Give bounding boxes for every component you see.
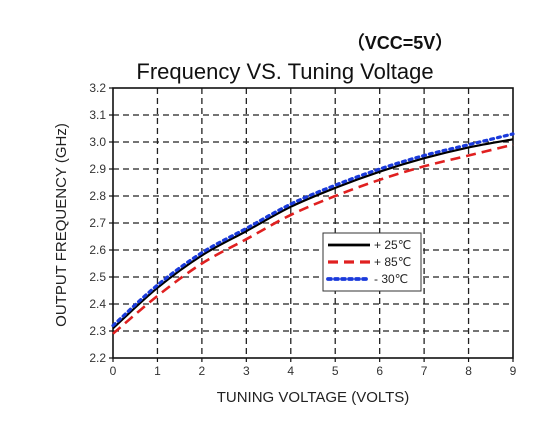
x-tick-label: 9 xyxy=(510,364,517,378)
x-axis-ticks: 0 1 2 3 4 5 6 7 8 9 xyxy=(110,358,517,378)
y-tick-label: 2.2 xyxy=(89,351,106,365)
y-axis-label: OUTPUT FREQUENCY (GHz) xyxy=(53,123,70,327)
y-tick-label: 2.4 xyxy=(89,297,106,311)
x-tick-label: 3 xyxy=(243,364,250,378)
chart-subtitle: （VCC=5V） xyxy=(347,33,454,53)
y-tick-label: 3.1 xyxy=(89,108,106,122)
series-line-plus-25c xyxy=(112,138,514,330)
legend-box xyxy=(322,232,422,292)
x-tick-label: 1 xyxy=(154,364,161,378)
legend-label: + 25℃ xyxy=(374,238,411,252)
y-tick-label: 2.7 xyxy=(89,216,106,230)
x-tick-label: 6 xyxy=(376,364,383,378)
y-tick-label: 2.8 xyxy=(89,189,106,203)
legend-label: + 85℃ xyxy=(374,255,411,269)
y-tick-label: 2.6 xyxy=(89,243,106,257)
x-tick-label: 2 xyxy=(199,364,206,378)
x-tick-label: 8 xyxy=(465,364,472,378)
x-tick-label: 7 xyxy=(421,364,428,378)
legend-label: - 30℃ xyxy=(374,272,408,286)
x-tick-label: 5 xyxy=(332,364,339,378)
x-tick-label: 0 xyxy=(110,364,117,378)
chart-legend: + 25℃ + 85℃ - 30℃ xyxy=(322,232,422,292)
series-line-plus-85c xyxy=(112,143,514,335)
chart-title: Frequency VS. Tuning Voltage xyxy=(136,59,433,84)
y-tick-label: 3.0 xyxy=(89,135,106,149)
y-tick-label: 3.2 xyxy=(89,81,106,95)
x-axis-label: TUNING VOLTAGE (VOLTS) xyxy=(217,389,410,406)
y-tick-label: 2.3 xyxy=(89,324,106,338)
y-tick-label: 2.9 xyxy=(89,162,106,176)
series-line-minus-30c xyxy=(111,132,515,328)
y-tick-label: 2.5 xyxy=(89,270,106,284)
y-axis-ticks: 2.2 2.3 2.4 2.5 2.6 2.7 2.8 2.9 3.0 3.1 3.2 xyxy=(89,81,113,365)
grid-lines xyxy=(113,88,513,358)
series-lines xyxy=(111,132,515,335)
x-tick-label: 4 xyxy=(287,364,294,378)
